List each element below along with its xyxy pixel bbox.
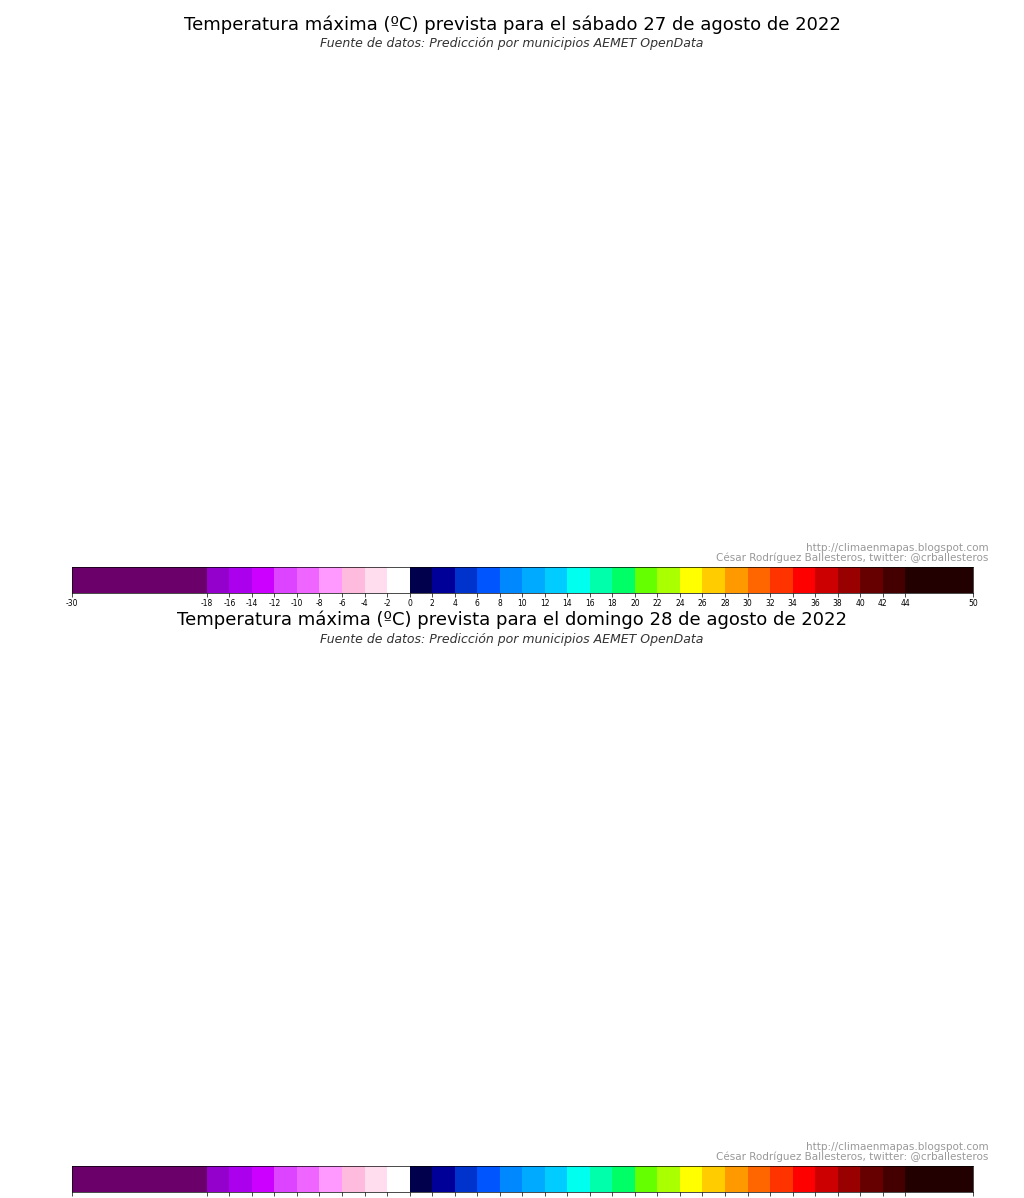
Bar [252,567,274,593]
Bar [387,1166,410,1192]
Bar [229,1166,252,1192]
Bar [545,1166,567,1192]
Bar [883,567,905,593]
Bar [319,1166,342,1192]
Bar [387,567,410,593]
Bar [207,567,229,593]
Bar [725,567,748,593]
Bar [522,1166,545,1192]
Bar [432,1166,455,1192]
Bar [815,1166,838,1192]
Bar [229,567,252,593]
Bar [838,567,860,593]
Bar [567,567,590,593]
Bar [680,1166,702,1192]
Bar [748,567,770,593]
Bar [590,567,612,593]
Bar [342,567,365,593]
Bar [748,1166,770,1192]
Bar [545,567,567,593]
Bar [432,567,455,593]
Bar [838,1166,860,1192]
Bar [297,1166,319,1192]
Bar [770,1166,793,1192]
Bar [342,1166,365,1192]
Bar [860,567,883,593]
Bar [702,567,725,593]
Text: Fuente de datos: Predicción por municipios AEMET OpenData: Fuente de datos: Predicción por municipi… [321,633,703,646]
Text: César Rodríguez Ballesteros, twitter: @crballesteros: César Rodríguez Ballesteros, twitter: @c… [716,1151,988,1162]
Text: http://climaenmapas.blogspot.com: http://climaenmapas.blogspot.com [806,544,988,553]
Bar [905,1166,973,1192]
Bar [612,567,635,593]
Bar [365,567,387,593]
Bar [455,567,477,593]
Bar [477,567,500,593]
Bar [657,1166,680,1192]
Bar [770,567,793,593]
Bar [319,567,342,593]
Bar [815,567,838,593]
Bar [365,1166,387,1192]
Text: http://climaenmapas.blogspot.com: http://climaenmapas.blogspot.com [806,1143,988,1152]
Bar [680,567,702,593]
Bar [567,1166,590,1192]
Text: César Rodríguez Ballesteros, twitter: @crballesteros: César Rodríguez Ballesteros, twitter: @c… [716,552,988,563]
Bar [657,567,680,593]
Bar [455,1166,477,1192]
Bar [274,1166,297,1192]
Bar [725,1166,748,1192]
Text: Temperatura máxima (ºC) prevista para el domingo 28 de agosto de 2022: Temperatura máxima (ºC) prevista para el… [177,611,847,629]
Bar [410,567,432,593]
Bar [500,567,522,593]
Bar [905,567,973,593]
Bar [590,1166,612,1192]
Bar [793,567,815,593]
Bar [72,567,207,593]
Bar [883,1166,905,1192]
Bar [207,1166,229,1192]
Bar [702,1166,725,1192]
Bar [612,1166,635,1192]
Bar [793,1166,815,1192]
Bar [860,1166,883,1192]
Text: Temperatura máxima (ºC) prevista para el sábado 27 de agosto de 2022: Temperatura máxima (ºC) prevista para el… [183,16,841,34]
Bar [297,567,319,593]
Bar [410,1166,432,1192]
Bar [274,567,297,593]
Bar [477,1166,500,1192]
Bar [72,1166,207,1192]
Text: Fuente de datos: Predicción por municipios AEMET OpenData: Fuente de datos: Predicción por municipi… [321,37,703,50]
Bar [635,567,657,593]
Bar [522,567,545,593]
Bar [500,1166,522,1192]
Bar [635,1166,657,1192]
Bar [252,1166,274,1192]
